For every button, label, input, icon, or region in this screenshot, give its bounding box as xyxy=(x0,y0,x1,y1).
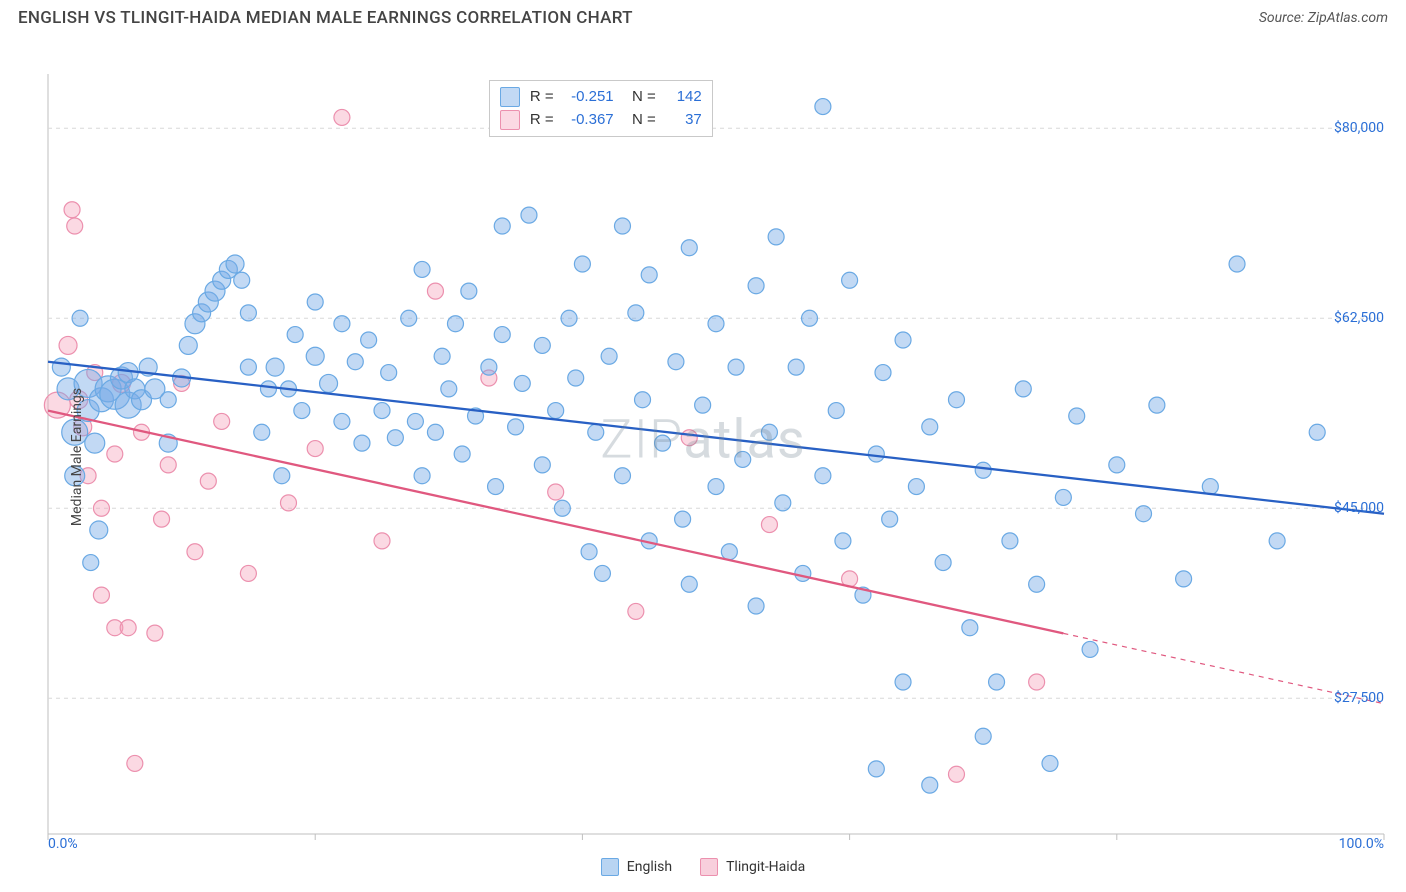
chart-title: ENGLISH VS TLINGIT-HAIDA MEDIAN MALE EAR… xyxy=(18,8,633,28)
stats-swatch xyxy=(500,87,520,107)
y-axis-label: Median Male Earnings xyxy=(69,388,85,526)
scatter-plot xyxy=(0,32,1406,844)
y-tick-label: $80,000 xyxy=(1334,120,1384,136)
legend-item-tlingit: Tlingit-Haida xyxy=(700,858,805,876)
legend-item-english: English xyxy=(601,858,672,876)
legend: English Tlingit-Haida xyxy=(0,858,1406,876)
correlation-stats-box: R =-0.251 N =142R =-0.367 N =37 xyxy=(489,80,713,137)
x-axis-max-label: 100.0% xyxy=(1339,836,1384,852)
stats-row: R =-0.367 N =37 xyxy=(500,109,702,132)
stats-swatch xyxy=(500,110,520,130)
chart-header: ENGLISH VS TLINGIT-HAIDA MEDIAN MALE EAR… xyxy=(0,0,1406,32)
legend-label-english: English xyxy=(627,859,672,875)
legend-swatch-tlingit xyxy=(700,858,718,876)
legend-swatch-english xyxy=(601,858,619,876)
x-axis-min-label: 0.0% xyxy=(48,836,78,852)
y-tick-label: $45,000 xyxy=(1334,500,1384,516)
y-tick-label: $62,500 xyxy=(1334,310,1384,326)
y-tick-label: $27,500 xyxy=(1334,690,1384,706)
chart-source: Source: ZipAtlas.com xyxy=(1259,10,1388,26)
legend-label-tlingit: Tlingit-Haida xyxy=(726,859,805,875)
stats-row: R =-0.251 N =142 xyxy=(500,86,702,109)
chart-area: Median Male Earnings ZIPatlas R =-0.251 … xyxy=(0,32,1406,882)
